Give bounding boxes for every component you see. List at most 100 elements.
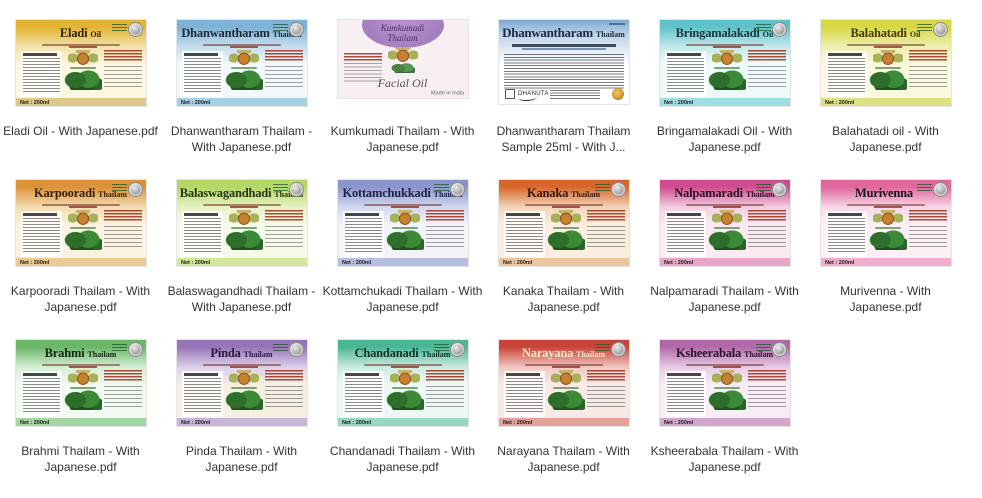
- body-text-block: [503, 54, 624, 89]
- manufacturer-heading-lines: [343, 53, 382, 61]
- manufacturer-detail-lines: [103, 386, 142, 410]
- file-name[interactable]: Narayana Thailam - With Japanese.pdf: [497, 444, 630, 474]
- label-title: Chandanadi Thailam: [338, 344, 468, 362]
- pdf-thumbnail[interactable]: Kanaka Thailam: [498, 180, 629, 266]
- label-subtitle-line: [685, 364, 764, 366]
- product-name: Balaswagandhadi: [179, 186, 272, 200]
- certification-seal: [594, 183, 625, 196]
- file-item[interactable]: Ksheerabala Thailam: [644, 338, 805, 498]
- manufacturer-detail-lines: [908, 226, 947, 250]
- ref-text-line: [551, 206, 580, 208]
- manufacturer-heading-lines: [103, 210, 142, 222]
- file-item[interactable]: Brahmi Thailam: [0, 338, 161, 498]
- file-name[interactable]: Dhanwantharam Thailam Sample 25ml - With…: [496, 124, 631, 154]
- pdf-thumbnail[interactable]: Brahmi Thailam: [15, 340, 146, 426]
- manufacturer-detail-lines: [586, 226, 625, 250]
- file-item[interactable]: Murivenna: [805, 178, 966, 338]
- file-name[interactable]: Brahmi Thailam - With Japanese.pdf: [21, 444, 140, 474]
- label-subtitle-line: [202, 364, 281, 366]
- certification-seal: [755, 183, 786, 196]
- file-name[interactable]: Chandanadi Thailam - With Japanese.pdf: [329, 444, 476, 474]
- plants-icon: [385, 390, 424, 410]
- file-name[interactable]: Nalpamaradi Thailam - With Japanese.pdf: [650, 284, 799, 314]
- certification-seal: [111, 23, 142, 36]
- certification-seal: [916, 23, 947, 36]
- product-name: Dhanwantharam: [181, 26, 270, 40]
- file-name[interactable]: Eladi Oil - With Japanese.pdf: [3, 124, 158, 138]
- green-script-line: [230, 67, 257, 69]
- file-name[interactable]: Kottamchukadi Thailam - With Japanese.pd…: [322, 284, 483, 314]
- file-name[interactable]: Kumkumadi Thailam - With Japanese.pdf: [330, 124, 475, 154]
- pdf-thumbnail[interactable]: Dhanwantharam Thailam DHANUTA: [498, 20, 629, 104]
- label-header: Murivenna: [821, 184, 951, 206]
- manufacturer-heading-lines: [908, 210, 947, 222]
- file-item[interactable]: Balahatadi Oil: [805, 18, 966, 178]
- file-item[interactable]: Narayana Thailam: [483, 338, 644, 498]
- pdf-thumbnail[interactable]: Kottamchukkadi Thailam: [337, 180, 468, 266]
- brand-name: DHANUTA: [517, 90, 549, 97]
- file-name[interactable]: Murivenna - With Japanese.pdf: [840, 284, 931, 314]
- net-strip: Net : 200ml: [820, 98, 951, 106]
- product-name: Eladi: [59, 26, 88, 40]
- manufacturer-detail-lines: [908, 66, 947, 90]
- medallion-icon: [128, 343, 142, 356]
- pdf-thumbnail[interactable]: Ksheerabala Thailam: [659, 340, 790, 426]
- file-item[interactable]: Karpooradi Thailam: [0, 178, 161, 338]
- file-name[interactable]: Balaswagandhadi Thailam - With Japanese.…: [167, 284, 316, 314]
- seal-text-lines: [111, 344, 127, 353]
- file-item[interactable]: Kumkumadi Thailam Facial Oil Made in Indi…: [322, 18, 483, 178]
- pdf-thumbnail[interactable]: Narayana Thailam: [498, 340, 629, 426]
- pdf-thumbnail[interactable]: Dhanwantharam Thailam: [176, 20, 307, 106]
- manufacturer-detail-lines: [103, 226, 142, 250]
- file-item[interactable]: Pinda Thailam: [161, 338, 322, 498]
- pdf-thumbnail[interactable]: Balahatadi Oil: [820, 20, 951, 106]
- plants-icon: [707, 390, 746, 410]
- manufacturer-detail-lines: [586, 386, 625, 410]
- ref-text-line: [229, 366, 258, 368]
- certification-seal: [272, 23, 303, 36]
- label-title: Karpooradi Thailam: [16, 184, 146, 202]
- file-name[interactable]: Bringamalakadi Oil - With Japanese.pdf: [656, 124, 793, 154]
- net-quantity: Net : 200ml: [19, 418, 49, 426]
- net-quantity: Net : 200ml: [663, 98, 693, 106]
- file-item[interactable]: Bringamalakadi Oil: [644, 18, 805, 178]
- file-name[interactable]: Karpooradi Thailam - With Japanese.pdf: [10, 284, 151, 314]
- label-center: [62, 206, 104, 250]
- pdf-thumbnail[interactable]: Chandanadi Thailam: [337, 340, 468, 426]
- ingredients-text-block: [20, 371, 62, 417]
- file-name[interactable]: Balahatadi oil - With Japanese.pdf: [832, 124, 939, 154]
- pdf-thumbnail[interactable]: Karpooradi Thailam: [15, 180, 146, 266]
- file-item[interactable]: Eladi Oil N: [0, 18, 161, 178]
- manufacturer-heading-lines: [747, 50, 786, 62]
- label-subtitle-line: [202, 44, 281, 46]
- file-item[interactable]: Chandanadi Thailam: [322, 338, 483, 498]
- pdf-thumbnail[interactable]: Bringamalakadi Oil: [659, 20, 790, 106]
- net-strip: Net : 200ml: [659, 98, 790, 106]
- net-strip: Net : 200ml: [659, 258, 790, 266]
- medallion-icon: [772, 23, 786, 36]
- pdf-thumbnail[interactable]: Kumkumadi Thailam Facial Oil Made in Indi…: [337, 20, 468, 98]
- pdf-thumbnail[interactable]: Murivenna: [820, 180, 951, 266]
- medallion-icon: [450, 343, 464, 356]
- green-script-line: [230, 387, 257, 389]
- file-item[interactable]: Dhanwantharam Thailam: [161, 18, 322, 178]
- file-name[interactable]: Ksheerabala Thailam - With Japanese.pdf: [650, 444, 799, 474]
- file-item[interactable]: Kanaka Thailam: [483, 178, 644, 338]
- pdf-thumbnail[interactable]: Eladi Oil N: [15, 20, 146, 106]
- file-item[interactable]: Balaswagandhadi Thailam: [161, 178, 322, 338]
- medallion-icon: [128, 23, 142, 36]
- label-subtitle-line: [846, 204, 925, 206]
- pdf-thumbnail[interactable]: Nalpamaradi Thailam: [659, 180, 790, 266]
- manufacturer-text-block: [908, 50, 947, 90]
- thumbnail-slot: Pinda Thailam: [161, 338, 322, 426]
- file-name[interactable]: Pinda Thailam - With Japanese.pdf: [185, 444, 298, 474]
- file-name[interactable]: Kanaka Thailam - With Japanese.pdf: [502, 284, 625, 314]
- file-item[interactable]: Dhanwantharam Thailam DHANUTA Dhanwanthar…: [483, 18, 644, 178]
- file-item[interactable]: Kottamchukkadi Thailam: [322, 178, 483, 338]
- net-strip: Net : 200ml: [659, 418, 790, 426]
- file-name[interactable]: Dhanwantharam Thailam - With Japanese.pd…: [170, 124, 313, 154]
- pdf-thumbnail[interactable]: Balaswagandhadi Thailam: [176, 180, 307, 266]
- ref-text-line: [68, 46, 97, 48]
- pdf-thumbnail[interactable]: Pinda Thailam: [176, 340, 307, 426]
- file-item[interactable]: Nalpamaradi Thailam: [644, 178, 805, 338]
